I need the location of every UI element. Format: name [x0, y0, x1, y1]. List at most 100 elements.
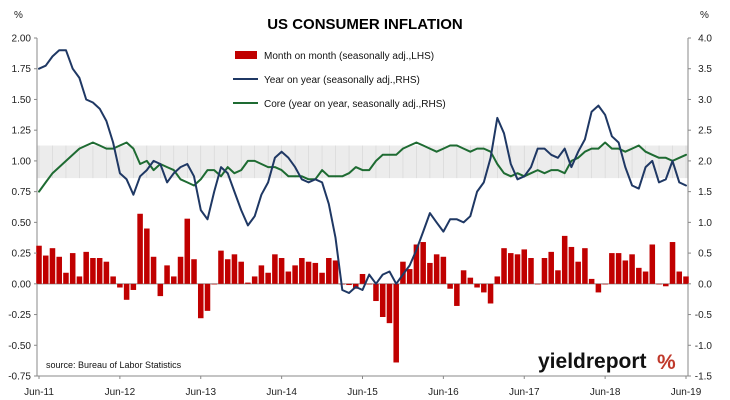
left-tick-label: 0.25: [12, 249, 32, 260]
mom-bar: [379, 283, 386, 318]
mom-bar: [76, 276, 83, 284]
mom-bar: [69, 253, 76, 284]
mom-bar: [521, 249, 528, 284]
mom-bar: [427, 262, 433, 284]
brand-logo: yieldreport %: [538, 350, 676, 374]
mom-bar: [663, 283, 669, 287]
mom-bar: [588, 278, 595, 284]
mom-bar: [454, 283, 460, 306]
left-axis-unit: %: [14, 10, 23, 21]
mom-bar: [197, 283, 204, 319]
mom-bar: [602, 283, 608, 285]
mom-bar: [447, 283, 453, 289]
mom-bar: [332, 260, 339, 284]
mom-bar: [406, 269, 413, 284]
mom-bar: [319, 272, 325, 284]
mom-bar: [642, 271, 649, 284]
mom-bar: [501, 248, 507, 284]
left-tick-label: 2.00: [12, 34, 32, 45]
right-tick-label: 3.5: [698, 64, 712, 75]
mom-bar: [481, 283, 487, 293]
right-tick-label: -0.5: [695, 310, 713, 321]
axes: [36, 38, 689, 377]
x-tick-label: Jun-17: [509, 387, 540, 398]
mom-bar: [218, 250, 224, 284]
mom-bar: [386, 283, 393, 324]
mom-bar: [103, 261, 110, 284]
x-tick-label: Jun-18: [590, 387, 621, 398]
mom-bar: [615, 253, 622, 284]
mom-bar: [676, 271, 683, 284]
legend-swatch-mom: [235, 51, 257, 59]
x-tick-label: Jun-12: [105, 387, 136, 398]
mom-bar: [393, 283, 399, 363]
mom-bar: [110, 276, 116, 284]
mom-bar: [346, 283, 352, 286]
mom-bar: [629, 254, 635, 284]
mom-bar: [400, 261, 406, 284]
left-tick-label: 0.50: [12, 218, 32, 229]
mom-bars: [36, 213, 689, 363]
mom-bar: [164, 265, 170, 284]
right-axis-unit: %: [700, 10, 709, 21]
mom-bar: [36, 245, 42, 284]
mom-bar: [211, 283, 217, 285]
left-tick-label: 1.25: [12, 126, 32, 137]
legend: Month on month (seasonally adj.,LHS) Yea…: [233, 51, 446, 110]
left-tick-label: 1.50: [12, 95, 32, 106]
line-series: [38, 49, 687, 294]
mom-bar: [528, 258, 534, 284]
mom-bar: [649, 244, 656, 284]
source-note: source: Bureau of Labor Statistics: [46, 360, 182, 370]
mom-bar: [305, 261, 312, 284]
mom-bar: [245, 282, 251, 284]
mom-bar: [177, 256, 184, 284]
x-tick-label: Jun-13: [185, 387, 216, 398]
right-tick-label: 0.5: [698, 249, 712, 260]
mom-bar: [96, 258, 103, 284]
chart-title: US CONSUMER INFLATION: [267, 16, 463, 33]
right-tick-label: 1.5: [698, 187, 712, 198]
tick-labels: 2.00 1.75 1.50 1.25 1.00 0.75 0.50 0.25 0.00 -0.2…: [8, 34, 712, 399]
x-tick-label: Jun-11: [24, 387, 54, 398]
mom-bar: [420, 242, 426, 284]
x-tick-label: Jun-14: [266, 387, 297, 398]
brand-logo-text: yieldreport: [538, 350, 647, 373]
mom-bar: [494, 276, 501, 284]
x-tick-label: Jun-15: [347, 387, 378, 398]
mom-bar: [258, 265, 265, 284]
mom-bar: [575, 261, 581, 284]
left-tick-label: 0.75: [12, 187, 32, 198]
mom-bar: [157, 283, 164, 297]
legend-label-yoy: Year on year (seasonally adj.,RHS): [264, 75, 420, 86]
left-tick-label: -0.50: [8, 341, 31, 352]
mom-bar: [373, 283, 379, 302]
mom-bar: [487, 283, 494, 304]
x-tick-label: Jun-16: [428, 387, 459, 398]
legend-label-core: Core (year on year, seasonally adj.,RHS): [264, 99, 446, 110]
left-tick-label: -0.75: [8, 372, 31, 383]
mom-bar: [636, 267, 642, 284]
brand-logo-mark: %: [657, 351, 676, 374]
right-tick-label: -1.0: [695, 341, 713, 352]
mom-bar: [292, 265, 298, 284]
mom-bar: [56, 256, 62, 284]
mom-bar: [123, 283, 130, 300]
right-tick-label: 2.5: [698, 126, 712, 137]
mom-bar: [683, 276, 689, 284]
right-tick-label: 4.0: [698, 34, 712, 45]
core-yoy-line: [38, 141, 687, 193]
mom-bar: [265, 272, 271, 284]
mom-bar: [440, 256, 447, 284]
left-tick-label: 1.75: [12, 64, 32, 75]
mom-bar: [609, 253, 615, 284]
mom-bar: [534, 283, 541, 285]
right-tick-label: 3.0: [698, 95, 712, 106]
mom-bar: [508, 253, 514, 284]
headline-yoy-line: [38, 49, 687, 294]
mom-bar: [299, 258, 305, 284]
mom-bar: [272, 254, 278, 284]
mom-bar: [144, 228, 150, 284]
mom-bar: [90, 258, 96, 284]
